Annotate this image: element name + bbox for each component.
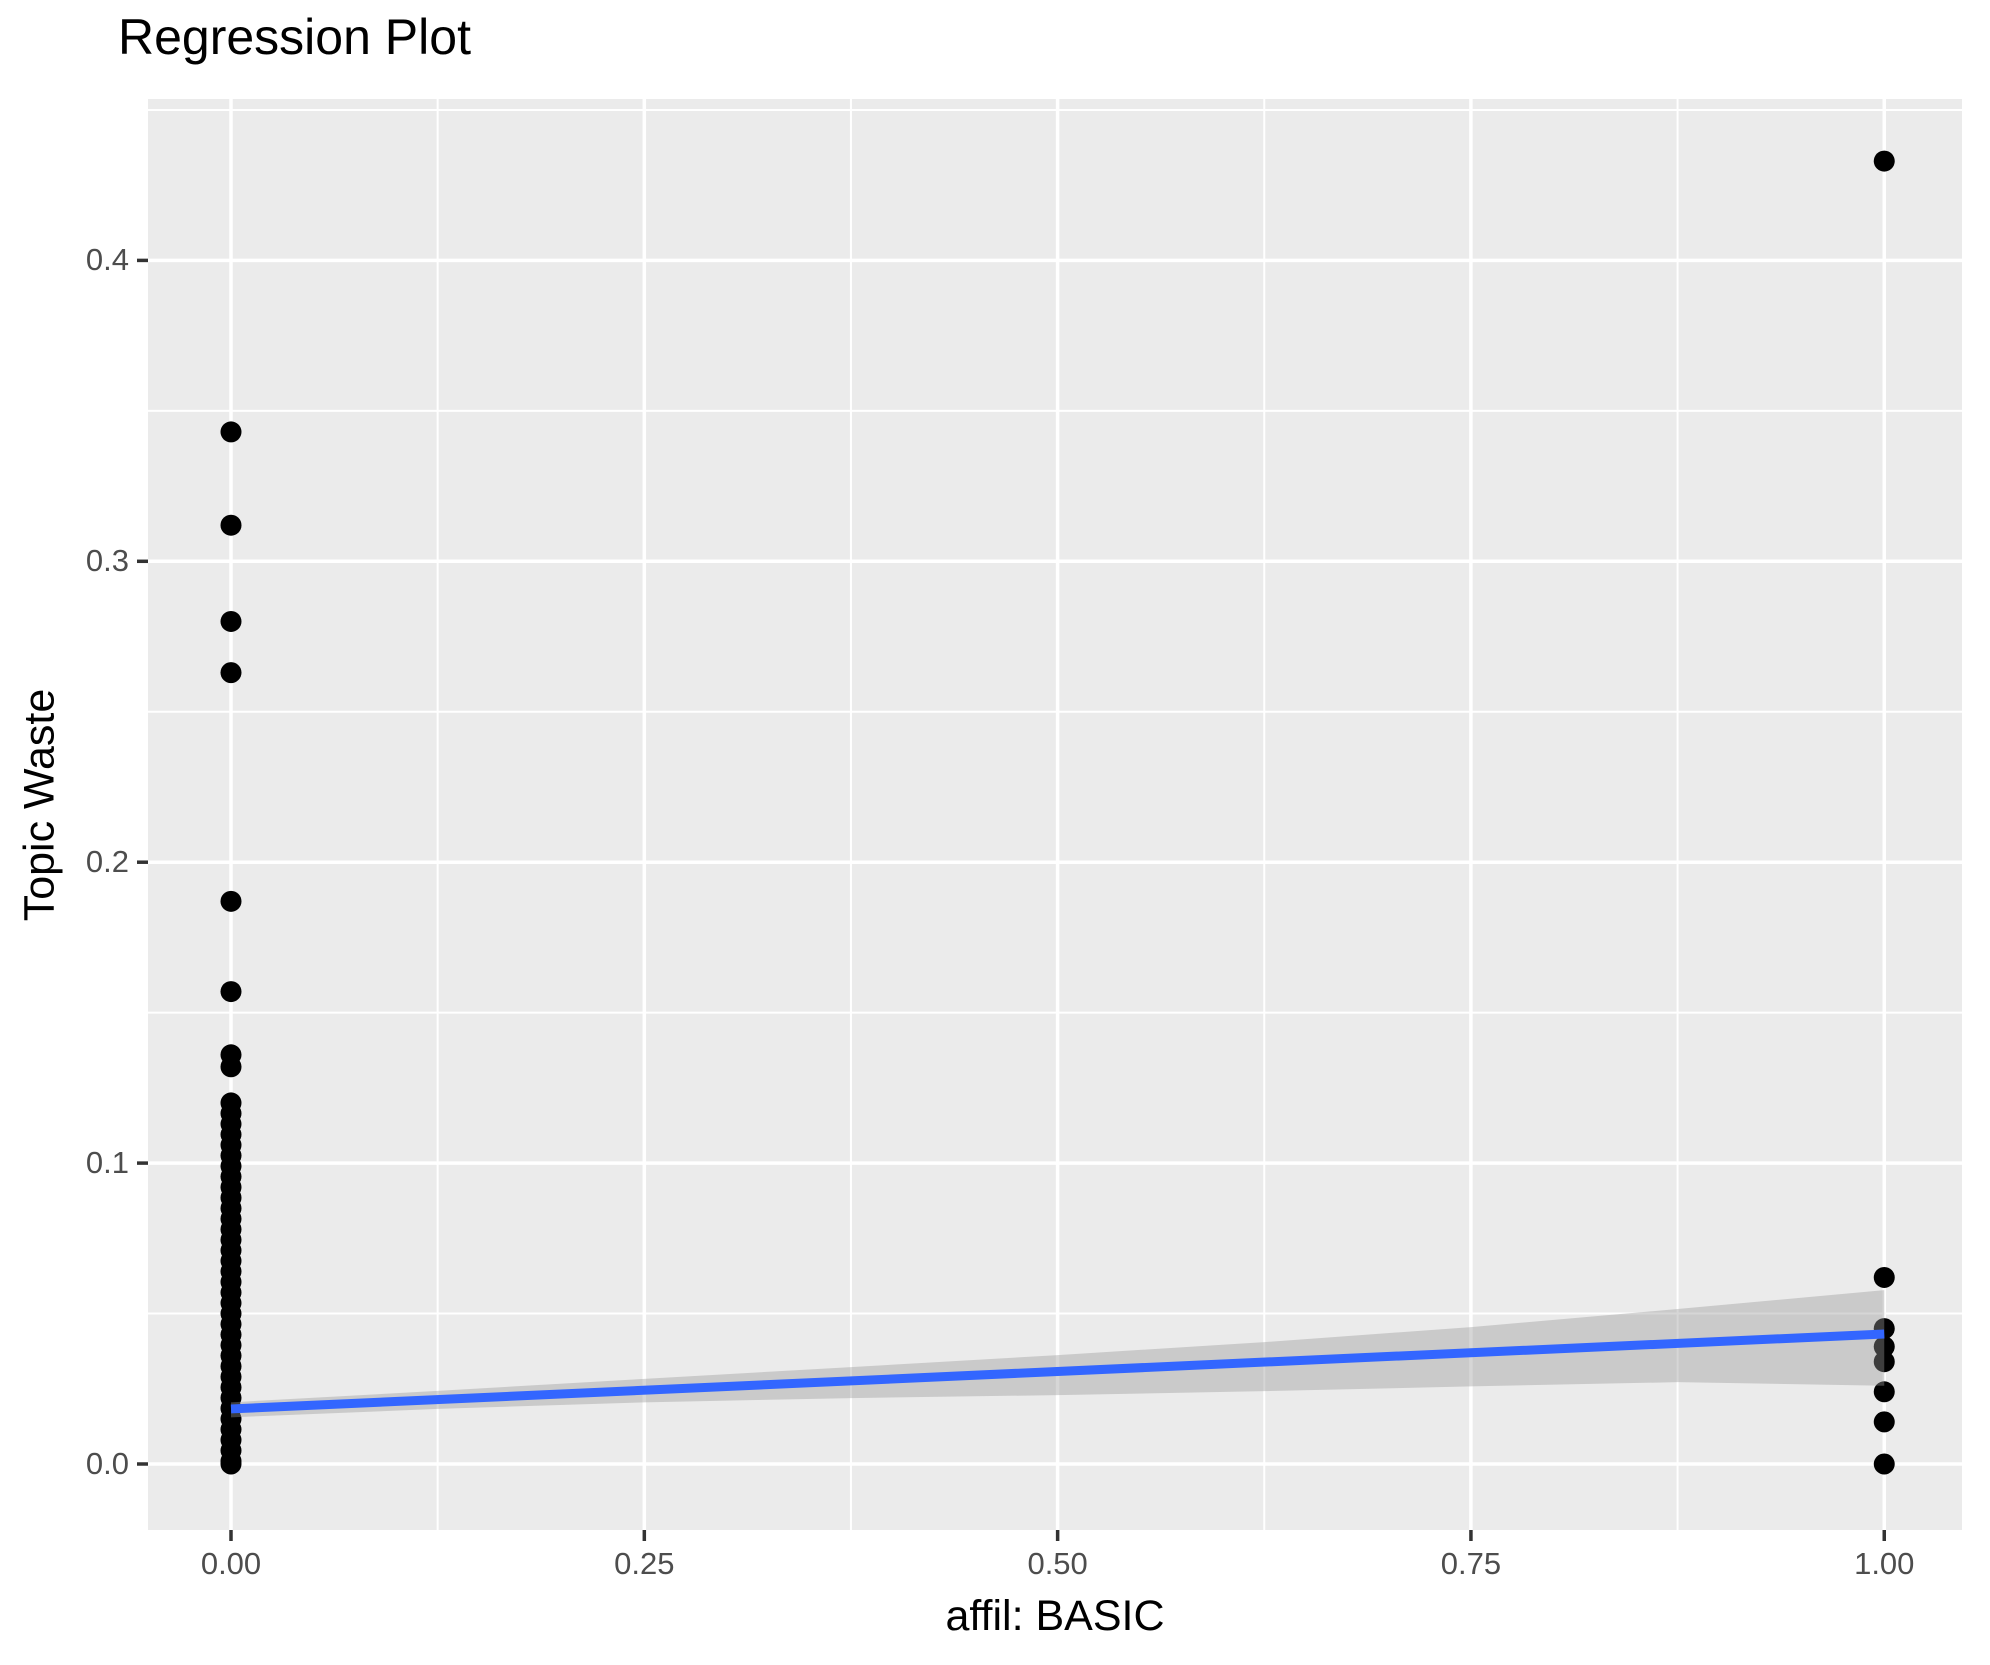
confidence-ribbon [231, 1290, 1885, 1418]
x-tick-label: 0.00 [200, 1546, 262, 1581]
data-point [220, 890, 242, 912]
data-point [1873, 1411, 1895, 1433]
data-point [1873, 1351, 1895, 1373]
x-tick-label: 0.75 [1440, 1546, 1502, 1581]
x-tick-label: 0.25 [614, 1546, 675, 1581]
data-point [220, 1453, 242, 1475]
y-tick-label: 0.1 [85, 1145, 129, 1181]
data-point [220, 981, 242, 1003]
x-axis-title-text: affil: BASIC [945, 1592, 1165, 1640]
data-point [220, 1056, 242, 1078]
data-point [220, 610, 242, 632]
y-tick-label: 0.2 [85, 844, 129, 880]
data-point [1873, 1381, 1895, 1403]
data-point [220, 514, 242, 536]
data-point [1873, 150, 1895, 172]
x-tick-label: 0.50 [1027, 1546, 1088, 1581]
data-point [220, 662, 242, 684]
data-point [1873, 1336, 1895, 1358]
y-tick-label: 0.4 [85, 242, 129, 278]
regression-line [230, 1329, 1885, 1414]
data-point [220, 421, 242, 443]
data-point [1873, 1266, 1895, 1288]
x-axis-title: affil: BASIC [0, 1592, 1990, 1641]
plot-title: Regression Plot [118, 9, 471, 65]
y-axis-title: Topic Waste [15, 688, 64, 922]
y-tick-label: 0.3 [85, 543, 129, 579]
x-tick-label: 1.00 [1854, 1546, 1915, 1581]
panel-background [148, 99, 1962, 1530]
data-point [1873, 1453, 1895, 1475]
y-tick-label: 0.0 [85, 1446, 129, 1481]
